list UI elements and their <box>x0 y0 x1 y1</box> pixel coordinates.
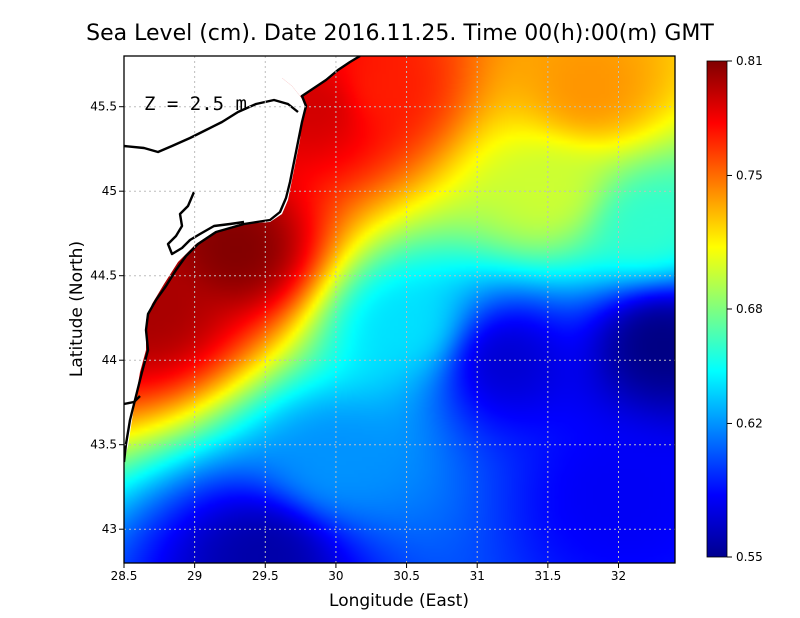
x-tick-label: 30.5 <box>393 569 420 583</box>
chart-title: Sea Level (cm). Date 2016.11.25. Time 00… <box>86 21 714 46</box>
coastline <box>124 56 361 463</box>
depth-annotation: Z = 2.5 m <box>144 93 247 115</box>
x-tick-label: 28.5 <box>111 569 138 583</box>
coastline-main <box>124 56 361 463</box>
colorbar: 0.81 0.75 0.68 0.62 0.55 <box>706 54 763 564</box>
y-tick-label: 44.5 <box>90 269 117 283</box>
y-tick-label: 43.5 <box>90 438 117 452</box>
colorbar-tick-label: 0.62 <box>736 416 763 430</box>
y-tick-label: 45 <box>102 184 117 198</box>
plot-area: Z = 2.5 m <box>123 55 676 564</box>
x-tick-label: 29 <box>187 569 202 583</box>
y-axis-label: Latitude (North) <box>67 241 87 377</box>
x-tick-label: 29.5 <box>252 569 279 583</box>
x-tick-label: 30 <box>328 569 343 583</box>
x-tick-label: 31.5 <box>534 569 561 583</box>
y-tick-label: 45.5 <box>90 100 117 114</box>
y-tick-label: 43 <box>102 522 117 536</box>
x-tick-label: 32 <box>611 569 626 583</box>
coastline-river <box>124 395 141 406</box>
x-axis-ticks: 28.5 29 29.5 30 30.5 31 31.5 32 <box>111 563 626 583</box>
x-axis-label: Longitude (East) <box>329 591 469 611</box>
colorbar-ticks: 0.81 0.75 0.68 0.62 0.55 <box>727 54 763 564</box>
coastline-bay <box>124 98 299 154</box>
y-tick-label: 44 <box>102 353 117 367</box>
coastline-lagoon <box>166 191 245 256</box>
colorbar-tick-label: 0.55 <box>736 550 763 564</box>
land-mask <box>124 56 360 462</box>
colorbar-gradient <box>706 60 728 558</box>
plot-frame <box>123 55 676 564</box>
land-area <box>124 56 306 462</box>
colorbar-tick-label: 0.68 <box>736 302 763 316</box>
gridlines <box>124 56 675 563</box>
x-tick-label: 31 <box>470 569 485 583</box>
land-area-north <box>282 56 360 96</box>
colorbar-tick-label: 0.75 <box>736 168 763 182</box>
y-axis-ticks: 43 43.5 44 44.5 45 45.5 <box>90 100 124 536</box>
colorbar-tick-label: 0.81 <box>736 54 763 68</box>
